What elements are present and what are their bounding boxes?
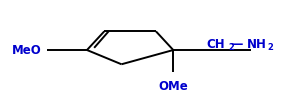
Text: OMe: OMe (158, 80, 188, 93)
Text: 2: 2 (228, 43, 234, 52)
Text: NH: NH (247, 38, 266, 51)
Text: MeO: MeO (12, 44, 42, 56)
Text: 2: 2 (268, 43, 273, 52)
Text: —: — (231, 38, 243, 51)
Text: CH: CH (206, 38, 225, 51)
